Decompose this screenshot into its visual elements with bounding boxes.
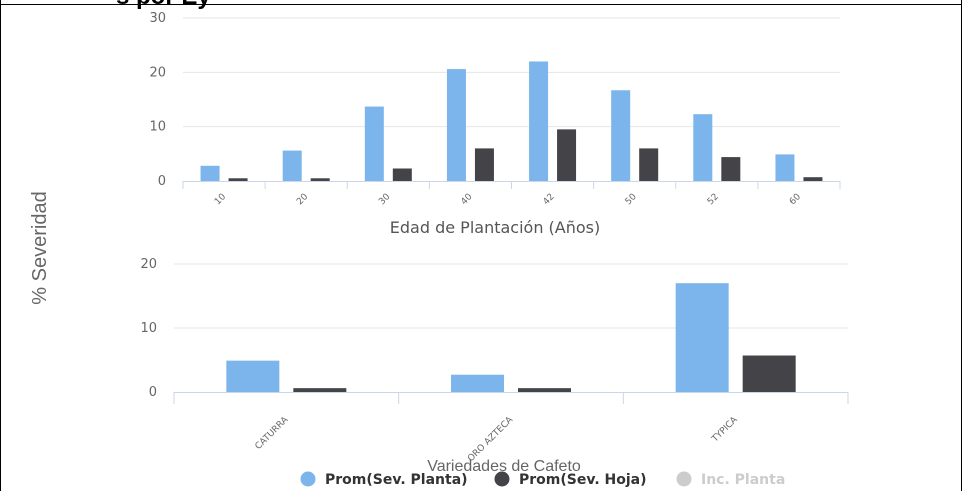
bar-planta-52[interactable] — [693, 114, 713, 181]
x-tick-label: 40 — [459, 192, 474, 207]
bar-planta-20[interactable] — [282, 150, 302, 181]
x-tick-label: 30 — [377, 192, 392, 207]
legend-marker[interactable] — [494, 471, 510, 487]
bar-hoja-20[interactable] — [310, 178, 330, 181]
x-axis-title: Edad de Plantación (Años) — [390, 218, 600, 237]
y-axis-label: % Severidad — [29, 191, 51, 304]
bar-planta-40[interactable] — [446, 69, 466, 181]
y-tick-label: 0 — [149, 385, 157, 400]
bar-hoja-42[interactable] — [557, 129, 577, 181]
y-tick-label: 0 — [158, 174, 166, 189]
bar-hoja-typica[interactable] — [742, 355, 796, 392]
bar-planta-caturra[interactable] — [226, 360, 280, 392]
bar-hoja-30[interactable] — [392, 168, 412, 181]
bar-planta-10[interactable] — [200, 165, 220, 181]
bar-hoja-50[interactable] — [639, 148, 659, 181]
x-axis-title: Variedades de Cafeto — [427, 458, 581, 475]
x-tick-label: 50 — [624, 192, 639, 207]
x-tick-label: CATURRA — [254, 414, 291, 451]
page-title-fragment: s por Ey — [116, 0, 211, 10]
bar-planta-typica[interactable] — [675, 283, 729, 392]
legend-marker[interactable] — [676, 471, 692, 487]
bar-hoja-60[interactable] — [803, 177, 823, 181]
y-tick-label: 10 — [149, 120, 166, 135]
y-tick-label: 20 — [140, 257, 157, 272]
bar-planta-30[interactable] — [364, 106, 384, 181]
bar-hoja-10[interactable] — [228, 178, 248, 181]
bar-planta-oro-azteca[interactable] — [451, 374, 504, 392]
bar-planta-60[interactable] — [775, 154, 795, 181]
x-tick-label: TYPICA — [710, 414, 741, 445]
bar-planta-50[interactable] — [611, 90, 631, 181]
x-tick-label: 10 — [213, 192, 228, 207]
y-tick-label: 10 — [140, 321, 157, 336]
bar-hoja-caturra[interactable] — [293, 388, 347, 392]
x-tick-label: 52 — [706, 192, 721, 207]
y-tick-label: 30 — [149, 11, 166, 26]
bar-planta-42[interactable] — [529, 61, 549, 181]
x-tick-label: 20 — [295, 192, 310, 207]
legend-marker[interactable] — [300, 471, 316, 487]
legend-item-label[interactable]: Prom(Sev. Planta) — [325, 472, 468, 488]
x-tick-label: ORO AZTECA — [466, 414, 516, 464]
legend-item-label[interactable]: Inc. Planta — [701, 472, 785, 488]
legend: Prom(Sev. Planta) Prom(Sev. Hoja) Inc. Pla… — [300, 471, 785, 488]
variety-chart: 0 10 20 CATURRA ORO AZTECA TYPICA Variedades d… — [140, 257, 849, 475]
bar-hoja-oro-azteca[interactable] — [518, 388, 571, 392]
x-tick-label: 60 — [788, 192, 803, 207]
y-tick-label: 20 — [149, 65, 166, 80]
bar-hoja-52[interactable] — [721, 157, 741, 181]
legend-item-label[interactable]: Prom(Sev. Hoja) — [519, 472, 647, 488]
x-tick-label: 42 — [542, 192, 557, 207]
age-chart: 0 10 20 30 10 20 30 40 42 50 52 60 Edad de Plantació… — [149, 11, 841, 237]
bar-hoja-40[interactable] — [474, 148, 494, 181]
